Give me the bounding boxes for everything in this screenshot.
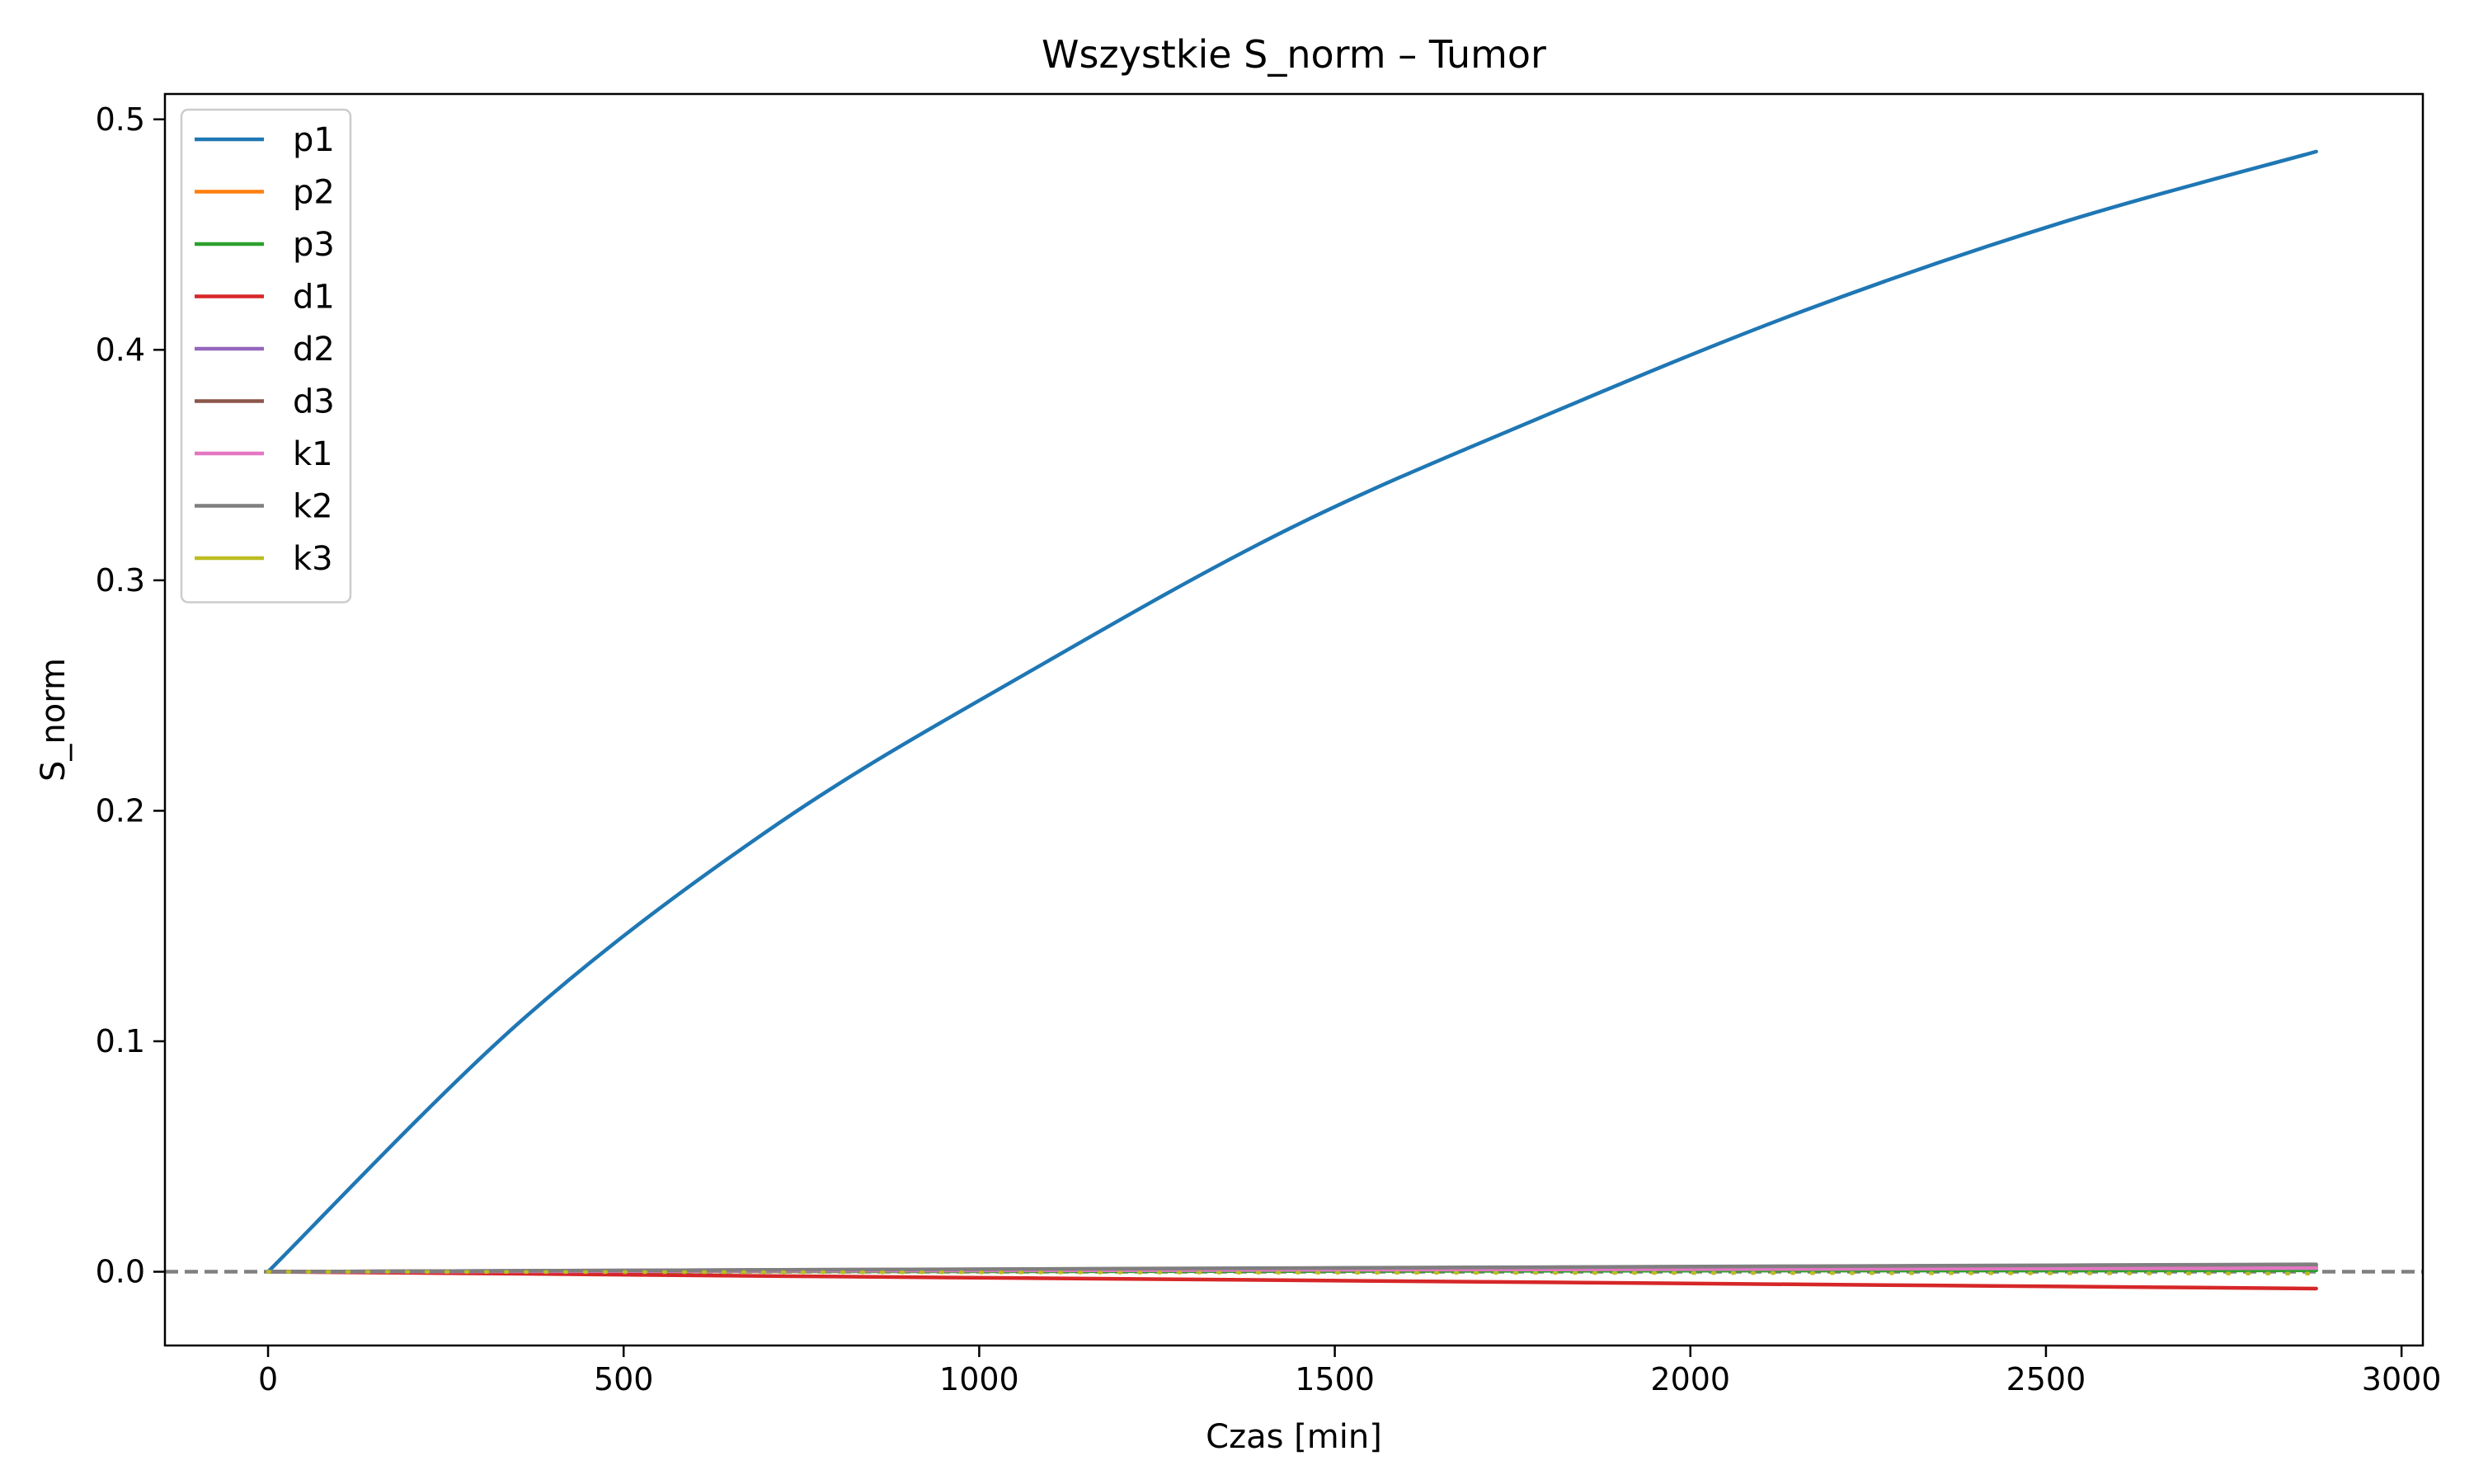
legend-box — [180, 108, 352, 603]
plot-area — [165, 149, 2423, 1291]
x-tick-label: 1000 — [939, 1361, 1019, 1397]
legend-label-p2: p2 — [293, 174, 335, 212]
plot-frame — [163, 92, 2425, 1347]
legend-label-p3: p3 — [293, 226, 335, 264]
plot-content — [165, 149, 2423, 1291]
y-tick-label: 0.3 — [96, 562, 145, 599]
series-line-k3 — [266, 1270, 2318, 1276]
y-tick-label: 0.4 — [96, 331, 145, 368]
legend: p1 p2 p3 d1 d2 d3 k1 k2 k3 — [180, 108, 352, 603]
legend-label-k3: k3 — [293, 540, 333, 578]
x-tick-label: 1500 — [1295, 1361, 1375, 1397]
y-tick-label: 0.5 — [96, 101, 145, 138]
legend-label-d3: d3 — [293, 383, 335, 421]
x-tick-label: 500 — [594, 1361, 654, 1397]
y-tick-label: 0.1 — [96, 1023, 145, 1059]
legend-label-k2: k2 — [293, 488, 333, 526]
x-axis-label: Czas [min] — [1206, 1418, 1382, 1456]
series-line-p1 — [266, 149, 2318, 1274]
series-line-d1 — [266, 1270, 2318, 1291]
legend-label-d2: d2 — [293, 331, 335, 369]
x-tick-label: 0 — [258, 1361, 278, 1397]
x-tick-label: 2500 — [2006, 1361, 2086, 1397]
chart-title: Wszystkie S_norm – Tumor — [1042, 32, 1546, 77]
legend-label-d1: d1 — [293, 279, 335, 317]
x-tick-label: 3000 — [2362, 1361, 2442, 1397]
legend-label-p1: p1 — [293, 121, 335, 159]
y-tick-label: 0.0 — [96, 1254, 145, 1290]
legend-label-k1: k1 — [293, 435, 333, 473]
x-tick-label: 2000 — [1650, 1361, 1730, 1397]
axes: 0 500 1000 1500 2000 2500 3000 0.0 0.1 0.2 0.3 0.4 0… — [96, 101, 2442, 1397]
y-axis-label: S_norm — [35, 658, 73, 782]
y-tick-label: 0.2 — [96, 792, 145, 829]
